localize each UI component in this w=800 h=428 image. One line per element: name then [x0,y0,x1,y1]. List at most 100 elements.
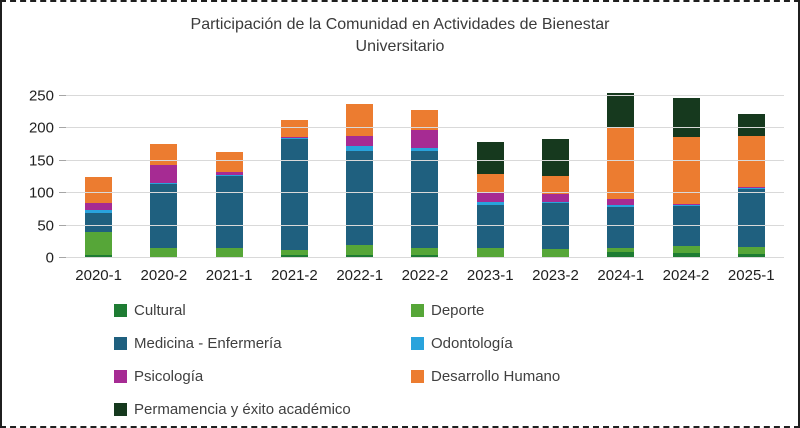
bar-segment-psicolog-a [346,136,374,146]
bar-segment-deporte [737,246,765,255]
bar-segment-odontolog-a [476,202,504,206]
x-tick-label-2021-1: 2021-1 [205,267,253,284]
x-tick-label-2020-1: 2020-1 [75,267,122,284]
bar-segment-desarrollo-humano [737,136,765,188]
bar-segment-medicina-enfermer-a [541,202,569,249]
bar-column-2024-1 [588,86,653,258]
bar-stack-2022-1 [346,103,374,258]
bar-segment-deporte [280,250,308,256]
legend-label-medicina-enfermer-a: Medicina - Enfermería [134,334,282,352]
chart-title: Participación de la Comunidad en Activid… [190,16,610,55]
bar-segment-psicolog-a [476,193,504,203]
legend-label-odontolog-a: Odontología [431,334,513,352]
bar-segment-medicina-enfermer-a [85,212,113,233]
bar-segment-odontolog-a [215,174,243,176]
x-tick-label-2024-2: 2024-2 [662,267,710,284]
bar-column-2023-2 [523,86,588,258]
bar-segment-deporte [346,245,374,256]
bar-segment-desarrollo-humano [85,176,113,203]
bar-segment-psicolog-a [672,203,700,205]
legend-swatch-psicolog-a [114,369,127,383]
x-tick-label-2023-1: 2023-1 [466,267,514,284]
y-tick-label-0: 0 [45,249,54,267]
bar-column-2021-1 [197,86,262,258]
bar-stack-2020-1 [85,176,113,258]
x-tick-label-2025-1: 2025-1 [727,267,775,284]
bar-column-2021-2 [262,86,327,258]
bar-segment-cultural [607,252,635,258]
bar-segment-cultural [346,255,374,258]
bar-segment-medicina-enfermer-a [737,189,765,247]
legend-item-deporte: Deporte [411,300,560,320]
bar-stack-2024-1 [607,92,635,258]
bar-segment-psicolog-a [411,129,439,149]
y-tick-mark-250 [59,94,66,96]
bar-stack-2021-2 [280,120,308,258]
legend-item-cultural: Cultural [114,300,411,320]
bar-segment-desarrollo-humano [476,173,504,194]
legend-item-permamencia-y-xito-acad-mico: Permamencia y éxito académico [114,399,411,419]
x-tick-label-2023-2: 2023-2 [532,267,579,284]
bar-segment-desarrollo-humano [150,144,178,165]
legend-item-desarrollo-humano: Desarrollo Humano [411,366,560,386]
gridline-50 [66,224,784,226]
bar-segment-desarrollo-humano [607,126,635,199]
bar-segment-medicina-enfermer-a [607,207,635,248]
y-tick-label-250: 250 [28,87,54,105]
y-tick-label-50: 50 [37,217,54,235]
bar-segment-odontolog-a [737,187,765,190]
bars-container [66,86,784,258]
bar-segment-medicina-enfermer-a [672,206,700,246]
bar-segment-psicolog-a [85,202,113,210]
bar-segment-odontolog-a [541,201,569,203]
legend-item-odontolog-a: Odontología [411,333,560,353]
bar-segment-deporte [607,247,635,253]
bar-segment-odontolog-a [150,182,178,185]
bar-segment-cultural [280,255,308,258]
bar-segment-odontolog-a [85,210,113,213]
y-tick-mark-50 [59,224,66,226]
bar-segment-psicolog-a [280,136,308,138]
bar-segment-psicolog-a [607,198,635,205]
gridline-100 [66,192,784,194]
legend-item-medicina-enfermer-a: Medicina - Enfermería [114,333,411,353]
bar-segment-desarrollo-humano [280,120,308,137]
bar-stack-2025-1 [737,113,765,258]
bar-segment-cultural [737,254,765,258]
legend-label-cultural: Cultural [134,301,186,319]
chart-body: 0 50 100 150 200 250 [2,86,798,267]
legend-swatch-medicina-enfermer-a [114,336,127,350]
bar-column-2023-1 [458,86,523,258]
y-axis: 0 50 100 150 200 250 [20,86,66,267]
bar-segment-odontolog-a [672,204,700,207]
bar-stack-2021-1 [215,151,243,258]
bar-segment-desarrollo-humano [672,137,700,204]
legend-label-permamencia-y-xito-acad-mico: Permamencia y éxito académico [134,400,351,418]
x-tick-label-2020-2: 2020-2 [140,267,188,284]
legend-label-desarrollo-humano: Desarrollo Humano [431,367,561,385]
bar-segment-odontolog-a [411,148,439,151]
bar-column-2024-2 [653,86,718,258]
y-tick-label-200: 200 [28,119,54,137]
gridline-0 [66,257,784,258]
bar-segment-desarrollo-humano [215,151,243,172]
gridline-250 [66,94,784,96]
bar-segment-deporte [411,247,439,255]
legend-swatch-permamencia-y-xito-acad-mico [114,402,127,416]
bar-stack-2024-2 [672,98,700,258]
bar-segment-psicolog-a [737,187,765,188]
legend-swatch-desarrollo-humano [411,369,424,383]
legend-label-deporte: Deporte [431,301,485,319]
bar-column-2022-1 [327,86,392,258]
x-axis-labels: 2020-1 2020-2 2021-1 2021-2 2022-1 2022-2 2023… [2,267,798,284]
bar-column-2025-1 [719,86,784,258]
bar-stack-2022-2 [411,110,439,258]
y-tick-label-100: 100 [28,184,54,202]
bar-segment-deporte [85,232,113,255]
bar-stack-2020-2 [150,144,178,258]
bar-segment-deporte [541,248,569,257]
bar-segment-cultural [411,254,439,258]
bar-segment-permamencia-y-xito-acad-mico [541,139,569,177]
bar-column-2022-2 [392,86,457,258]
